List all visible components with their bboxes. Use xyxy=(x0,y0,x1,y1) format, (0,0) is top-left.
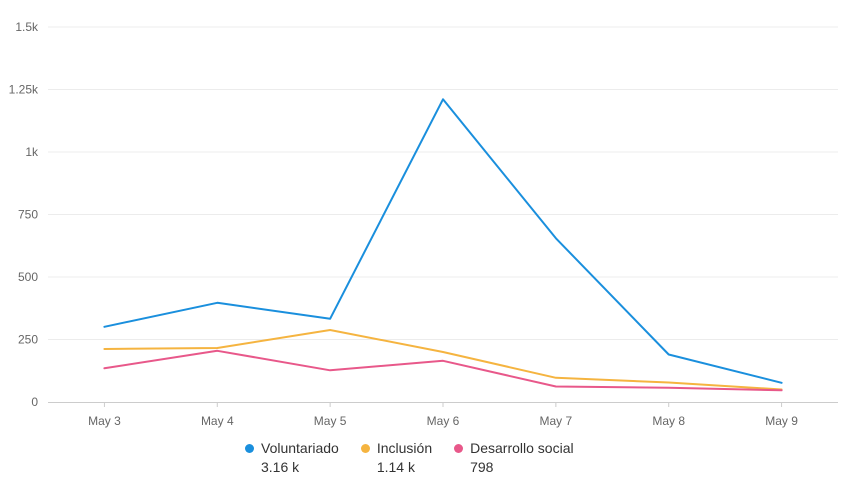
legend-dot-icon xyxy=(454,443,464,453)
legend-label: Inclusión xyxy=(376,440,433,456)
series-line-voluntariado[interactable] xyxy=(103,98,783,384)
x-axis: May 3 May 4 May 5 May 6 May 7 May 8 May 9 xyxy=(48,402,838,428)
x-tick-label: May 9 xyxy=(765,414,798,428)
y-tick-label: 750 xyxy=(18,208,38,222)
series-lines xyxy=(103,98,783,392)
legend-dot-icon xyxy=(360,443,370,453)
legend-item-inclusion[interactable]: Inclusión 1.14 k xyxy=(360,440,433,475)
series-line-desarrollo-social[interactable] xyxy=(103,349,783,392)
x-tick-label: May 8 xyxy=(652,414,685,428)
y-tick-label: 250 xyxy=(18,333,38,347)
legend-item-voluntariado[interactable]: Voluntariado 3.16 k xyxy=(245,440,339,475)
grid-lines xyxy=(48,26,838,340)
legend-item-desarrollo-social[interactable]: Desarrollo social 798 xyxy=(454,440,574,475)
y-tick-label: 1.5k xyxy=(15,20,39,34)
legend-label: Desarrollo social xyxy=(470,440,574,456)
x-tick-label: May 3 xyxy=(88,414,121,428)
y-tick-label: 0 xyxy=(31,395,38,409)
legend-total: 798 xyxy=(470,459,494,475)
legend-total: 3.16 k xyxy=(261,459,300,475)
series-line-inclusión[interactable] xyxy=(103,329,783,391)
legend-dot-icon xyxy=(245,443,254,453)
y-tick-label: 500 xyxy=(18,270,38,284)
legend: Voluntariado 3.16 k Inclusión 1.14 k Des… xyxy=(245,440,596,475)
x-tick-label: May 6 xyxy=(427,414,460,428)
y-axis-ticks: 0 250 500 750 1k 1.25k 1.5k xyxy=(9,20,39,409)
x-tick-label: May 4 xyxy=(201,414,234,428)
y-tick-label: 1.25k xyxy=(9,83,39,97)
x-tick-label: May 7 xyxy=(540,414,573,428)
legend-total: 1.14 k xyxy=(376,459,415,475)
y-tick-label: 1k xyxy=(25,145,39,159)
legend-label: Voluntariado xyxy=(261,440,339,456)
x-tick-label: May 5 xyxy=(314,414,347,428)
